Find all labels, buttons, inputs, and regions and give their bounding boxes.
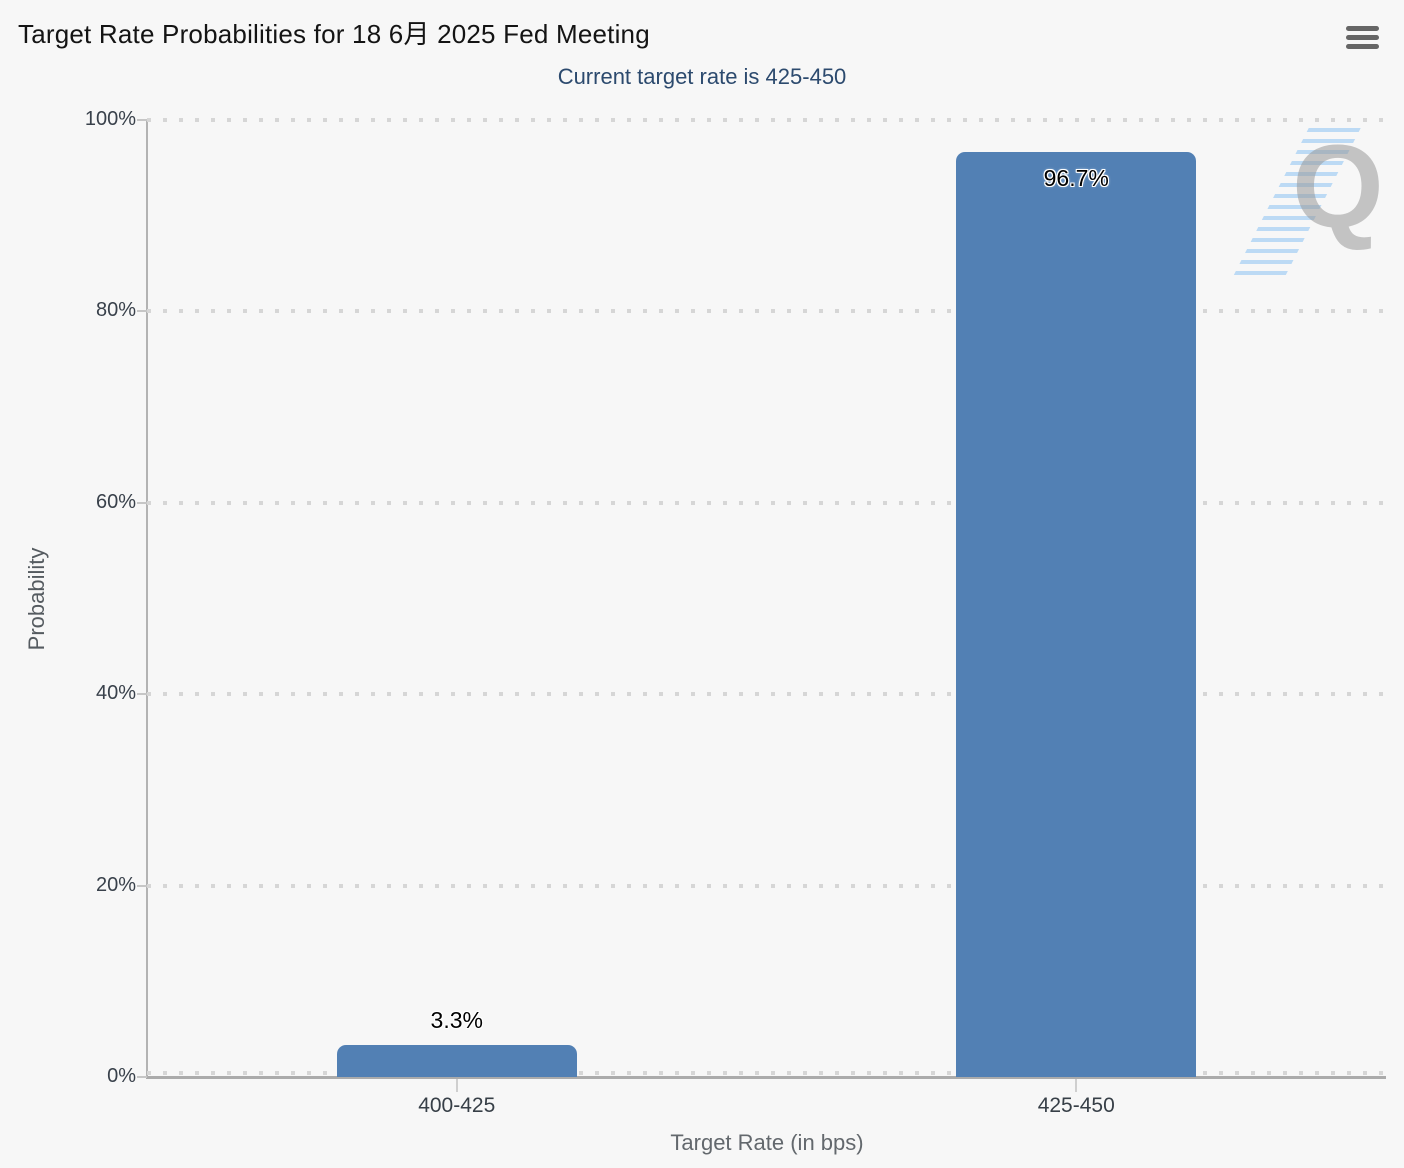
hamburger-menu-icon (1345, 26, 1379, 31)
x-axis-category-label: 400-425 (418, 1094, 496, 1117)
chart-subtitle: Current target rate is 425-450 (557, 64, 847, 89)
bar-value-label: 3.3% (430, 1007, 483, 1034)
y-gridline (147, 692, 1386, 697)
y-tick-mark (137, 119, 147, 121)
y-axis-tick-label: 20% (95, 873, 136, 896)
y-gridline (147, 118, 1386, 122)
y-tick-mark (137, 501, 147, 504)
chart-title: Target Rate Probabilities for 18 6月 2025… (18, 19, 650, 49)
y-axis-tick-label: 80% (95, 299, 136, 322)
bar-400-425[interactable] (336, 1045, 577, 1077)
y-axis-tick-label: 60% (95, 490, 136, 513)
y-gridline (147, 883, 1386, 888)
y-tick-mark (137, 310, 147, 313)
y-gridline (147, 1071, 1386, 1075)
y-axis-tick-label: 40% (95, 682, 136, 705)
x-axis-line (146, 1076, 1386, 1079)
bar-value-label: 96.7% (1043, 164, 1109, 191)
y-axis-tick-label: 100% (84, 108, 136, 130)
y-tick-mark (137, 884, 147, 887)
y-tick-mark (137, 693, 147, 696)
y-tick-mark (137, 1076, 147, 1078)
y-axis-line (146, 120, 148, 1077)
y-axis-tick-label: 0% (107, 1065, 136, 1087)
y-gridline (147, 500, 1386, 505)
hamburger-menu-icon (1345, 44, 1379, 49)
x-tick-mark (455, 1079, 458, 1092)
bar-425-450[interactable] (956, 151, 1197, 1077)
x-axis-title: Target Rate (in bps) (670, 1130, 864, 1155)
x-tick-mark (1075, 1079, 1078, 1092)
x-axis-category-label: 425-450 (1037, 1094, 1115, 1117)
context-menu-button[interactable] (1343, 22, 1381, 54)
hamburger-menu-icon (1345, 35, 1379, 40)
y-axis-title: Probability (24, 547, 49, 651)
y-gridline (147, 309, 1386, 314)
